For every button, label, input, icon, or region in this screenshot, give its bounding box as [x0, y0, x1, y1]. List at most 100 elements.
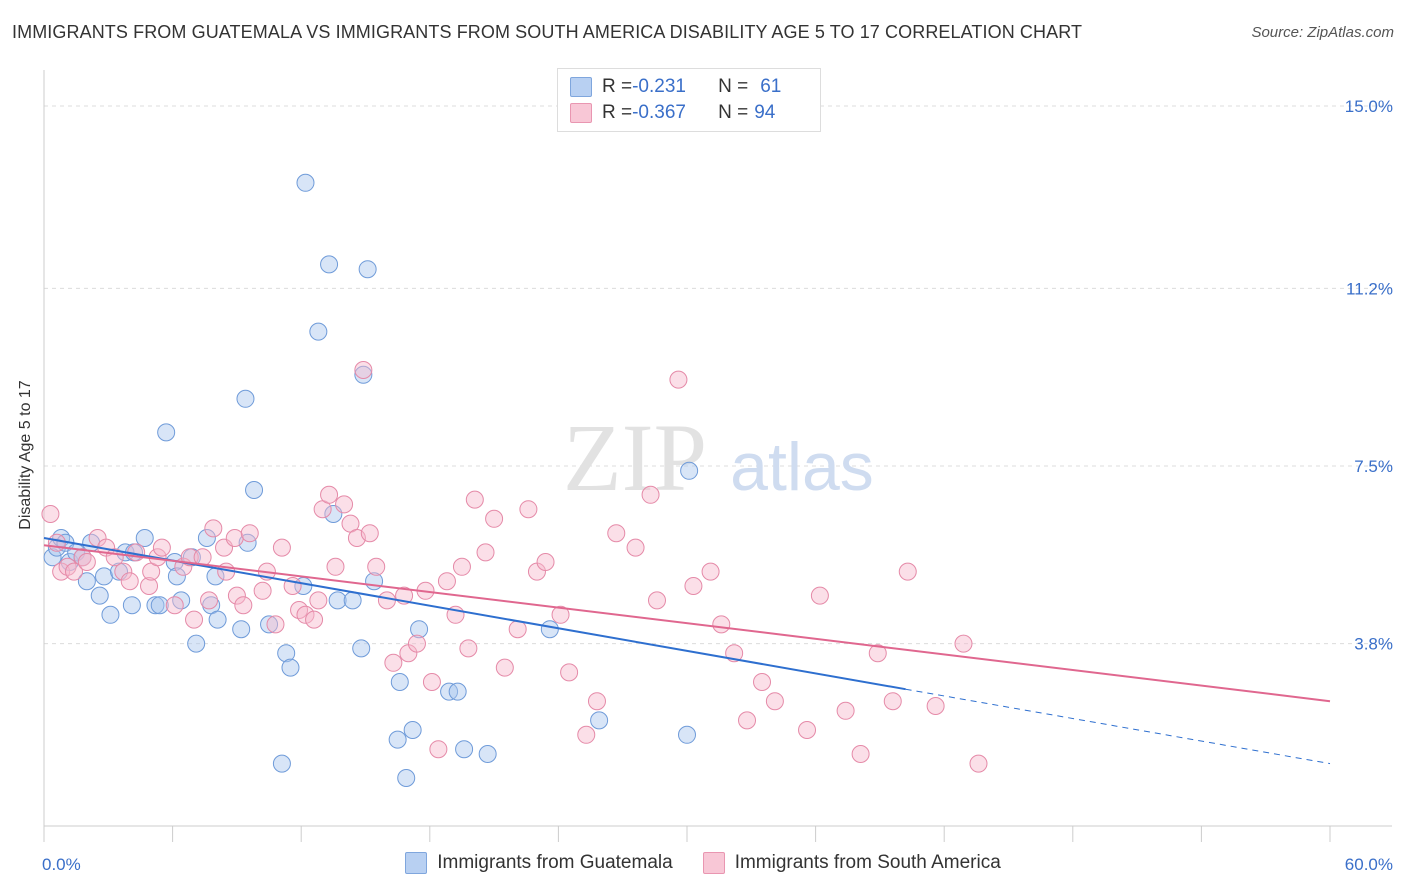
point-south-america — [753, 673, 772, 691]
point-south-america — [234, 596, 253, 615]
point-guatemala — [122, 596, 141, 615]
point-south-america — [684, 577, 703, 595]
point-south-america — [647, 591, 666, 610]
point-guatemala — [455, 740, 474, 759]
point-south-america — [465, 490, 484, 509]
point-south-america — [898, 562, 917, 581]
point-south-america — [266, 615, 285, 634]
point-south-america — [407, 634, 426, 653]
point-south-america — [384, 653, 403, 672]
legend-r-label: R = — [602, 76, 633, 97]
point-south-america — [459, 639, 478, 658]
legend-n-value: 94 — [754, 102, 776, 123]
point-guatemala — [277, 644, 296, 663]
point-south-america — [536, 553, 555, 571]
point-south-america — [551, 605, 570, 624]
point-guatemala — [135, 529, 154, 547]
point-guatemala — [95, 567, 114, 586]
point-south-america — [253, 581, 272, 600]
point-guatemala — [272, 754, 291, 773]
point-guatemala — [343, 591, 362, 610]
point-guatemala — [403, 721, 422, 739]
point-south-america — [560, 663, 579, 682]
watermark-zip: ZIP — [563, 404, 707, 511]
trend-line-south-america — [43, 544, 1331, 703]
y-tick-label: 7.5% — [1354, 457, 1393, 476]
trend-line-guatemala-extension — [905, 688, 1331, 765]
point-south-america — [587, 692, 606, 711]
point-south-america — [476, 543, 495, 562]
point-south-america — [851, 745, 870, 763]
legend-n-label: N = — [718, 102, 749, 123]
point-guatemala — [540, 620, 559, 639]
tick-labels: 3.8% 7.5% 11.2% 15.0% 0.0% 60.0% — [42, 97, 1393, 874]
point-south-america — [320, 485, 339, 504]
legend-swatch-blue — [405, 852, 428, 874]
point-south-america — [165, 596, 184, 615]
point-south-america — [422, 673, 441, 691]
legend-label-south-america: Immigrants from South America — [734, 852, 1001, 873]
point-south-america — [641, 485, 660, 504]
point-south-america — [152, 538, 171, 557]
point-south-america — [305, 610, 324, 629]
point-guatemala — [157, 423, 176, 442]
point-south-america — [47, 533, 66, 552]
y-tick-label: 11.2% — [1346, 279, 1393, 298]
point-south-america — [712, 615, 731, 634]
point-south-america — [296, 605, 315, 624]
point-guatemala — [232, 620, 251, 639]
point-south-america — [738, 711, 757, 730]
point-guatemala — [352, 639, 371, 658]
point-south-america — [926, 697, 945, 715]
point-guatemala — [296, 173, 315, 192]
point-guatemala — [197, 529, 216, 547]
legend-n-label: N = — [718, 76, 749, 97]
point-guatemala — [354, 365, 373, 384]
point-guatemala — [101, 605, 120, 624]
point-south-america — [140, 577, 159, 595]
point-guatemala — [281, 658, 300, 677]
legend-item-south-america: Immigrants from South America — [702, 852, 1001, 874]
x-tick-label: 60.0% — [1345, 855, 1393, 874]
point-guatemala — [309, 322, 328, 341]
point-south-america — [577, 725, 596, 744]
point-guatemala — [320, 255, 339, 274]
point-south-america — [227, 586, 246, 605]
point-south-america — [810, 586, 829, 605]
point-south-america — [836, 701, 855, 720]
point-south-america — [607, 524, 626, 543]
point-south-america — [868, 644, 887, 663]
point-guatemala — [43, 548, 62, 567]
legend-swatch-pink — [702, 852, 725, 874]
legend-r-value: -0.231 — [632, 76, 686, 97]
stats-legend: R = -0.231 N = 61 R = -0.367 N = 94 — [557, 68, 821, 132]
legend-row-guatemala: R = -0.231 N = 61 — [570, 75, 781, 99]
point-guatemala — [236, 389, 255, 408]
legend-r-label: R = — [602, 102, 633, 123]
watermark-atlas: atlas — [730, 429, 874, 505]
point-south-america — [354, 361, 373, 379]
point-south-america — [200, 591, 219, 610]
point-south-america — [669, 370, 688, 389]
legend-r-value: -0.367 — [632, 102, 686, 123]
point-south-america — [360, 524, 379, 543]
legend-item-guatemala: Immigrants from Guatemala — [405, 852, 673, 874]
point-south-america — [326, 557, 345, 576]
point-guatemala — [245, 481, 264, 499]
point-guatemala — [448, 682, 467, 701]
point-guatemala — [390, 673, 409, 691]
point-guatemala — [678, 725, 696, 744]
x-tick-label: 0.0% — [42, 855, 81, 874]
point-south-america — [309, 591, 328, 610]
point-south-america — [225, 529, 244, 547]
source-label: Source: ZipAtlas.com — [1251, 24, 1394, 41]
point-guatemala — [478, 745, 497, 763]
point-guatemala — [150, 596, 169, 615]
point-south-america — [765, 692, 784, 711]
point-south-america — [204, 519, 223, 538]
trend-lines — [43, 537, 1331, 765]
point-guatemala — [260, 615, 279, 634]
legend-label-guatemala: Immigrants from Guatemala — [437, 852, 673, 873]
point-south-america — [429, 740, 448, 759]
